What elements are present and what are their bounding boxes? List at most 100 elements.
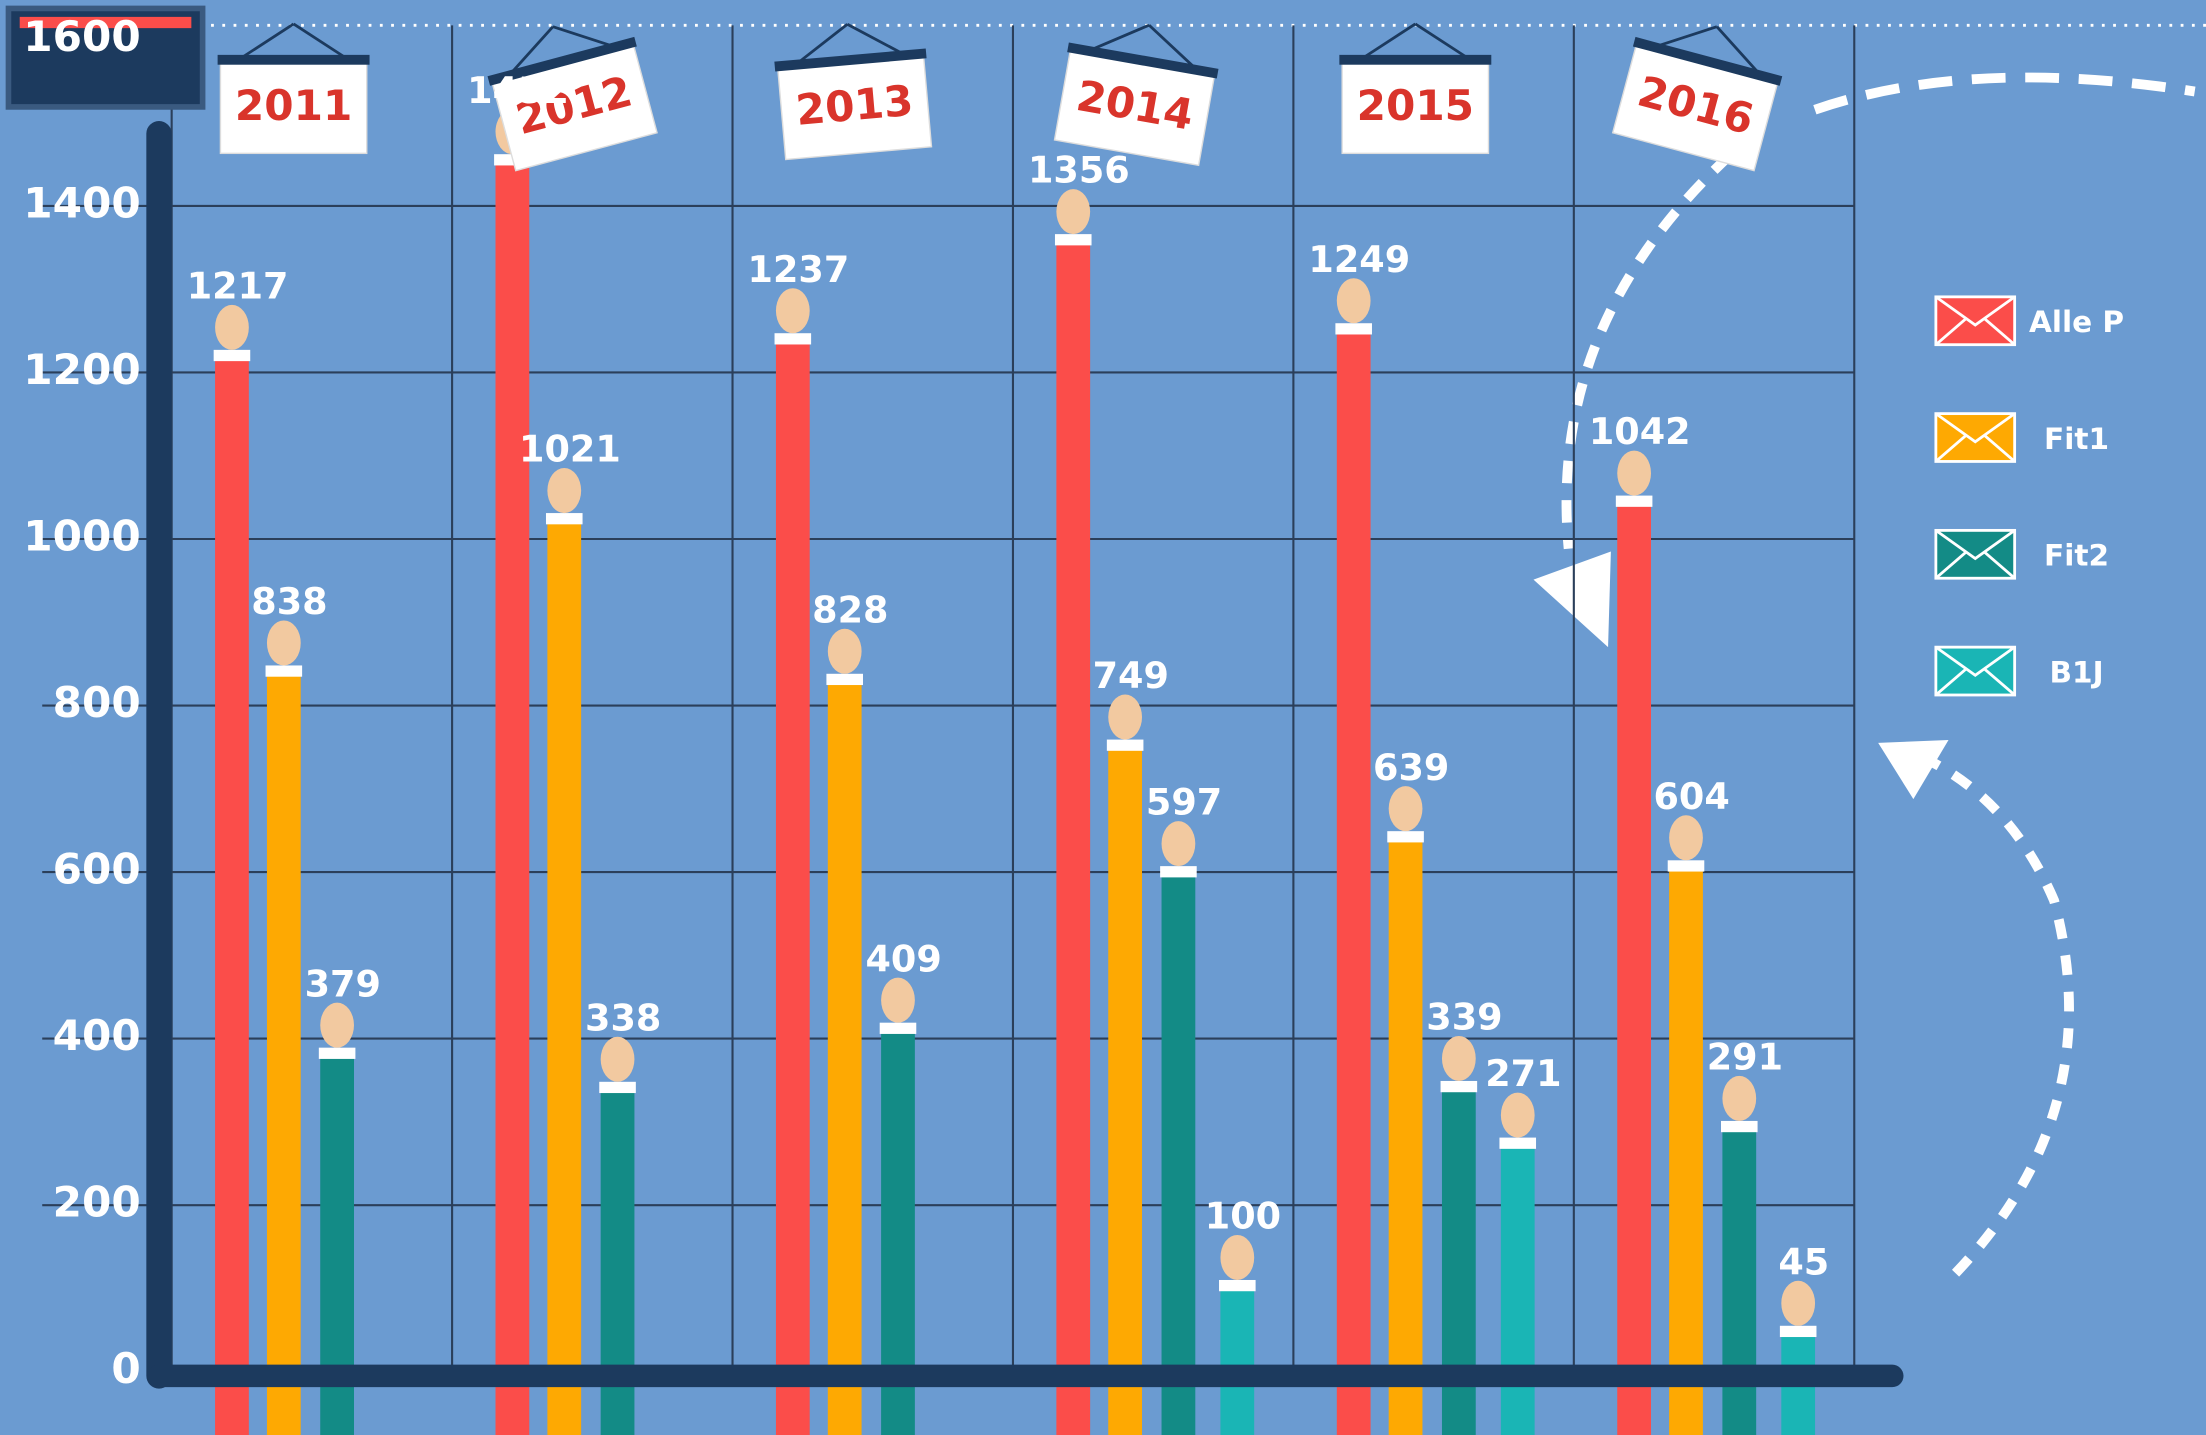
y-tick-label: 1200 — [23, 345, 140, 394]
sign-string — [506, 25, 554, 78]
hand — [1617, 450, 1652, 496]
hand — [1781, 1280, 1816, 1326]
sign-string — [793, 23, 849, 67]
bar — [1161, 874, 1196, 1435]
y-tick-label: 600 — [53, 845, 141, 894]
hand — [1056, 189, 1091, 235]
value-label: 100 — [1205, 1195, 1281, 1238]
labels: 0 200 400 600 800 1000 1200 1400 1600 2011 1217 838… — [23, 12, 2124, 1393]
hand — [1161, 821, 1196, 867]
legend-label: Alle P — [2029, 305, 2124, 339]
cuff — [1054, 234, 1092, 246]
bar — [1722, 1129, 1757, 1435]
cuff — [265, 665, 303, 677]
sign-string — [846, 22, 908, 58]
cuff — [879, 1022, 917, 1034]
legend-envelope-lines — [1934, 529, 2016, 580]
bar — [215, 358, 249, 1435]
arrow-head — [1878, 740, 1949, 800]
sign-bar — [1632, 36, 1783, 86]
cuff — [1667, 860, 1705, 872]
value-label: 339 — [1426, 996, 1502, 1039]
hand — [1722, 1075, 1757, 1121]
hand — [827, 628, 862, 674]
value-label: 749 — [1093, 654, 1169, 697]
hand — [775, 288, 810, 334]
cuff — [545, 513, 583, 525]
year-sign: 2014 — [1053, 23, 1219, 167]
hand — [1336, 278, 1371, 324]
y-tick-label: 400 — [53, 1011, 141, 1060]
hand — [1441, 1035, 1476, 1081]
value-label: 1237 — [748, 248, 850, 291]
value-label: 1021 — [519, 428, 621, 471]
y-tick-label: 0 — [111, 1344, 140, 1393]
sign-string — [1652, 25, 1718, 49]
cuff — [1440, 1080, 1478, 1093]
top-box-stripe — [19, 16, 192, 29]
hand — [1388, 786, 1423, 832]
x-tick-label: 2013 — [794, 76, 915, 135]
value-label: 1356 — [1028, 149, 1130, 192]
sign-string — [552, 25, 618, 49]
x-tick-label: 2011 — [235, 81, 352, 130]
bar — [1669, 868, 1703, 1435]
value-label: 828 — [812, 588, 888, 631]
bar — [1617, 504, 1652, 1435]
legend-envelope-lines — [1934, 412, 2016, 463]
bar — [1500, 1146, 1535, 1435]
bar — [266, 673, 301, 1435]
hand — [1108, 694, 1143, 740]
value-label: 409 — [865, 937, 941, 980]
legend-label: Fit1 — [2044, 422, 2109, 456]
value-label: 379 — [305, 962, 381, 1005]
bar — [1056, 242, 1091, 1435]
y-tick-label: 800 — [53, 678, 141, 727]
sign-board — [219, 59, 368, 155]
year-sign: 2016 — [1611, 25, 1783, 172]
cuff — [1160, 866, 1197, 878]
value-label: 338 — [585, 996, 661, 1039]
cuff — [1720, 1120, 1758, 1133]
sign-string — [1414, 22, 1473, 62]
value-label: 604 — [1653, 775, 1729, 818]
value-label: 271 — [1485, 1052, 1561, 1095]
y-tick-label: 1000 — [23, 512, 140, 561]
bar — [1108, 748, 1143, 1435]
cuff — [826, 673, 863, 686]
hand — [600, 1036, 635, 1082]
value-label: 291 — [1707, 1036, 1783, 1079]
sign-string — [1715, 25, 1763, 78]
legend-label: Fit2 — [2044, 539, 2109, 573]
bar — [775, 341, 810, 1435]
sign-board — [1341, 59, 1490, 155]
year-sign: 2012 — [487, 25, 658, 172]
value-label: 45 — [1778, 1240, 1829, 1283]
sign-bar — [1339, 54, 1492, 65]
bar — [1336, 331, 1371, 1435]
hand — [881, 977, 915, 1023]
bar — [1388, 839, 1423, 1435]
value-label: 1249 — [1308, 238, 1410, 281]
year-sign: 2011 — [217, 22, 370, 155]
cuff — [213, 349, 251, 362]
y-tick-label: 1600 — [23, 12, 140, 61]
sign-bar — [774, 48, 927, 72]
cuff — [774, 333, 812, 345]
cuff — [1779, 1325, 1817, 1338]
hand — [320, 1002, 354, 1048]
value-label: 838 — [251, 580, 327, 623]
cuff — [1615, 495, 1653, 507]
sign-string — [236, 22, 295, 62]
cuff — [1335, 323, 1372, 335]
cuff — [1106, 739, 1144, 751]
legend-envelope-lines — [1934, 295, 2016, 346]
x-tick-label: 2015 — [1357, 81, 1474, 130]
legend-label: B1J — [2050, 655, 2104, 689]
value-label: 1042 — [1589, 410, 1691, 453]
bar — [547, 521, 582, 1435]
cuff — [599, 1081, 636, 1094]
